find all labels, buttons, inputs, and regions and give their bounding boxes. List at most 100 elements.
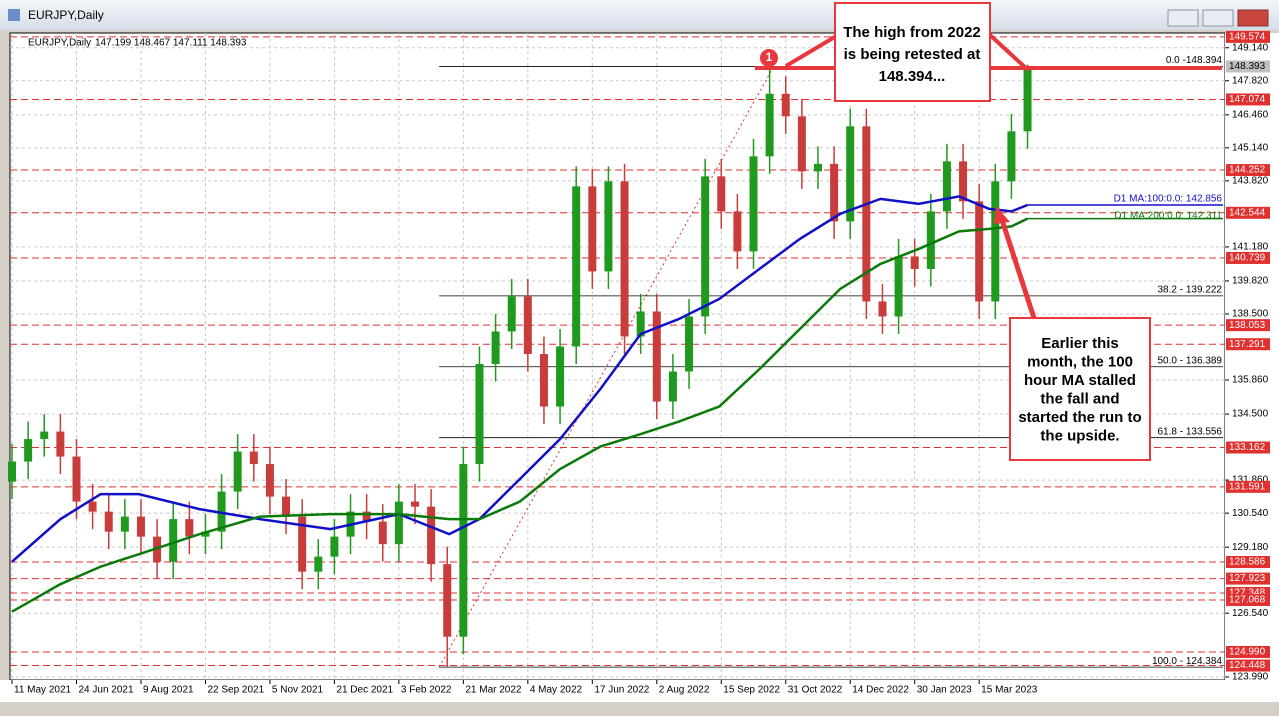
candle-body [459, 464, 468, 637]
candle-body [556, 346, 565, 407]
candle-body [620, 181, 629, 337]
level-label: 144.252 [1229, 165, 1266, 176]
x-tick-label: 21 Mar 2022 [465, 685, 522, 696]
level-tag [1226, 645, 1270, 658]
y-tick-label: 141.180 [1232, 242, 1269, 253]
maximize-button[interactable] [1202, 9, 1234, 27]
x-tick-label: 24 Jun 2021 [78, 685, 133, 696]
candle-body [846, 126, 855, 222]
candle-body [362, 511, 371, 522]
level-label: 142.544 [1229, 207, 1266, 218]
candle-body [24, 439, 33, 462]
fib-label: 100.0 - 124.384 [1152, 656, 1222, 667]
arrow-head [994, 206, 1010, 224]
candle-body [523, 296, 532, 354]
candle-body [604, 181, 613, 272]
candle-body [282, 496, 291, 517]
y-tick-label: 131.860 [1232, 475, 1269, 486]
candle-body [249, 451, 258, 465]
candle-body [765, 93, 774, 157]
y-tick-label: 130.540 [1232, 508, 1269, 519]
candle-body [330, 536, 339, 557]
candle-body [894, 256, 903, 317]
last-price-label: 148.393 [1229, 61, 1266, 72]
candle-body [685, 316, 694, 372]
candle-body [539, 353, 548, 407]
y-tick-label: 129.180 [1232, 542, 1269, 553]
candle-body [475, 364, 484, 465]
level-label: 140.739 [1229, 253, 1266, 264]
candle-body [717, 176, 726, 212]
fib-label: 50.0 - 136.389 [1158, 355, 1223, 366]
level-label: 138.053 [1229, 320, 1266, 331]
candle-body [314, 556, 323, 572]
candle-body [572, 186, 581, 347]
level-label: 127.923 [1229, 573, 1266, 584]
symbol-label: EURJPY,Daily [28, 38, 91, 49]
x-tick-label: 11 May 2021 [14, 685, 72, 696]
candle-body [120, 516, 129, 532]
candle-body [797, 116, 806, 172]
candle-body [40, 431, 49, 440]
fib-label: 61.8 - 133.556 [1158, 426, 1223, 437]
candle-body [991, 181, 1000, 302]
y-tick-label: 145.140 [1232, 142, 1269, 153]
price-axis [1225, 33, 1279, 680]
candle-body [878, 301, 887, 317]
level-label: 149.574 [1229, 32, 1266, 43]
candle-body [233, 451, 242, 492]
candle-body [701, 176, 710, 317]
y-tick-label: 123.990 [1232, 672, 1269, 683]
ma-line [11, 195, 1028, 563]
candle-body [185, 519, 194, 537]
callout-text: hour MA stalled [1024, 372, 1136, 389]
level-label: 147.074 [1229, 94, 1266, 105]
callout-box [834, 2, 991, 102]
minimize-button[interactable] [1167, 9, 1199, 27]
x-tick-label: 17 Jun 2022 [594, 685, 649, 696]
x-tick-label: 9 Aug 2021 [143, 685, 194, 696]
ma-label: D1 MA:200:0.0: 142.311 [1114, 210, 1222, 221]
candle-body [926, 211, 935, 269]
x-tick-label: 21 Dec 2021 [336, 685, 393, 696]
level-tag [1226, 441, 1270, 454]
callout-text: Earlier this [1041, 335, 1119, 352]
level-tag [1226, 319, 1270, 332]
x-tick-label: 15 Mar 2023 [981, 685, 1038, 696]
candle-body [733, 211, 742, 252]
y-tick-label: 134.500 [1232, 409, 1269, 420]
candle-body [56, 431, 65, 457]
y-tick-label: 143.820 [1232, 176, 1269, 187]
time-axis [0, 680, 1279, 702]
candle-body [813, 163, 822, 172]
callout-text: the upside. [1040, 427, 1119, 444]
window-title: EURJPY,Daily [28, 8, 104, 22]
candle-body [427, 506, 436, 565]
ma-label: D1 MA:100:0.0: 142.856 [1114, 194, 1223, 205]
level-label: 128.586 [1229, 557, 1266, 568]
candle-body [1007, 131, 1016, 182]
candle-body [169, 519, 178, 562]
x-tick-label: 31 Oct 2022 [788, 685, 843, 696]
candle-body [265, 464, 274, 497]
candle-body [378, 521, 387, 545]
candle-body [1023, 66, 1032, 132]
level-tag [1226, 93, 1270, 106]
close-button[interactable] [1237, 9, 1269, 27]
x-tick-label: 22 Sep 2021 [207, 685, 264, 696]
title-bar [0, 0, 1279, 30]
y-tick-label: 149.140 [1232, 42, 1269, 53]
candle-body [862, 126, 871, 302]
candle-body [394, 501, 403, 545]
candle-body [781, 93, 790, 117]
window-icon [8, 9, 20, 21]
level-label: 131.591 [1229, 481, 1266, 492]
level-label: 137.291 [1229, 339, 1266, 350]
candle-body [975, 201, 984, 302]
y-tick-label: 146.460 [1232, 109, 1269, 120]
fib-label: 38.2 - 139.222 [1158, 285, 1223, 296]
level-label: 133.162 [1229, 442, 1266, 453]
candle-body [942, 161, 951, 212]
last-price-tag [1226, 60, 1270, 73]
